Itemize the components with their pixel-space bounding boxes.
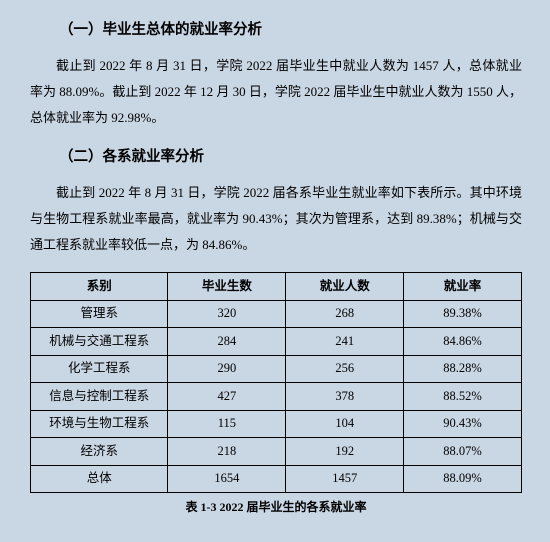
table-cell: 信息与控制工程系 [31, 383, 168, 411]
table-row: 总体 1654 1457 88.09% [31, 465, 522, 493]
table-cell: 104 [286, 410, 404, 438]
table-cell: 总体 [31, 465, 168, 493]
table-caption: 表 1-3 2022 届毕业生的各系就业率 [30, 498, 522, 515]
table-cell: 268 [286, 300, 404, 328]
table-cell: 1457 [286, 465, 404, 493]
table-cell: 89.38% [404, 300, 522, 328]
table-header-cell: 系别 [31, 273, 168, 301]
table-cell: 90.43% [404, 410, 522, 438]
table-cell: 88.09% [404, 465, 522, 493]
table-header-cell: 毕业生数 [168, 273, 286, 301]
table-cell: 378 [286, 383, 404, 411]
section-2-paragraph: 截止到 2022 年 8 月 31 日，学院 2022 届各系毕业生就业率如下表… [30, 180, 522, 258]
table-header-row: 系别 毕业生数 就业人数 就业率 [31, 273, 522, 301]
table-row: 管理系 320 268 89.38% [31, 300, 522, 328]
table-cell: 经济系 [31, 438, 168, 466]
table-cell: 化学工程系 [31, 355, 168, 383]
table-cell: 256 [286, 355, 404, 383]
table-cell: 241 [286, 328, 404, 356]
table-body: 管理系 320 268 89.38% 机械与交通工程系 284 241 84.8… [31, 300, 522, 493]
table-cell: 机械与交通工程系 [31, 328, 168, 356]
table-row: 环境与生物工程系 115 104 90.43% [31, 410, 522, 438]
employment-table: 系别 毕业生数 就业人数 就业率 管理系 320 268 89.38% 机械与交… [30, 272, 522, 493]
section-1-title: （一）毕业生总体的就业率分析 [30, 18, 522, 39]
table-cell: 427 [168, 383, 286, 411]
table-cell: 115 [168, 410, 286, 438]
table-cell: 88.52% [404, 383, 522, 411]
table-cell: 284 [168, 328, 286, 356]
page-wrap: （一）毕业生总体的就业率分析 截止到 2022 年 8 月 31 日，学院 20… [0, 0, 550, 542]
table-header-cell: 就业人数 [286, 273, 404, 301]
table-cell: 218 [168, 438, 286, 466]
table-row: 机械与交通工程系 284 241 84.86% [31, 328, 522, 356]
table-cell: 88.07% [404, 438, 522, 466]
table-cell: 290 [168, 355, 286, 383]
table-cell: 环境与生物工程系 [31, 410, 168, 438]
table-cell: 320 [168, 300, 286, 328]
section-1-paragraph: 截止到 2022 年 8 月 31 日，学院 2022 届毕业生中就业人数为 1… [30, 53, 522, 131]
table-header-cell: 就业率 [404, 273, 522, 301]
table-row: 化学工程系 290 256 88.28% [31, 355, 522, 383]
table-row: 经济系 218 192 88.07% [31, 438, 522, 466]
table-cell: 88.28% [404, 355, 522, 383]
table-cell: 管理系 [31, 300, 168, 328]
table-cell: 192 [286, 438, 404, 466]
table-cell: 1654 [168, 465, 286, 493]
table-row: 信息与控制工程系 427 378 88.52% [31, 383, 522, 411]
table-cell: 84.86% [404, 328, 522, 356]
section-2-title: （二）各系就业率分析 [30, 145, 522, 166]
